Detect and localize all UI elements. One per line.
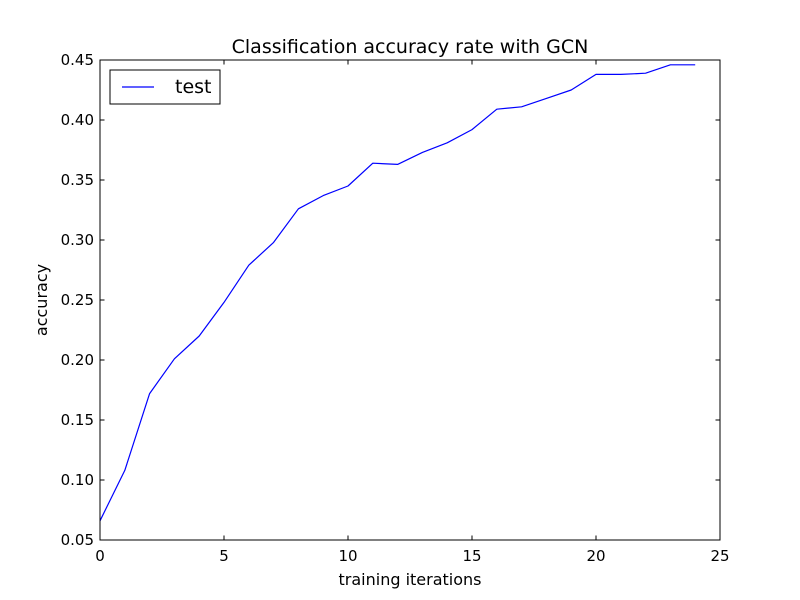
y-tick-label: 0.30	[61, 231, 94, 249]
series-line-test	[99, 64, 696, 522]
y-tick-label: 0.25	[61, 291, 94, 309]
legend-label-test: test	[175, 76, 212, 98]
y-tick-label: 0.40	[61, 111, 94, 129]
y-tick-label: 0.45	[61, 51, 94, 69]
y-tick-label: 0.35	[61, 171, 94, 189]
plot-frame	[99, 59, 721, 541]
chart-title: Classification accuracy rate with GCN	[232, 36, 589, 58]
y-tick-label: 0.10	[61, 471, 94, 489]
y-tick-label: 0.05	[61, 531, 94, 549]
x-tick-label: 15	[462, 547, 481, 565]
y-axis-label: accuracy	[32, 264, 51, 336]
y-tick-label: 0.20	[61, 351, 94, 369]
y-tick-label: 0.15	[61, 411, 94, 429]
legend: test	[109, 69, 221, 105]
x-axis-label: training iterations	[339, 570, 482, 589]
x-tick-label: 10	[338, 547, 357, 565]
x-tick-label: 0	[95, 547, 105, 565]
x-tick-label: 20	[586, 547, 605, 565]
plot-area: 0 5 10 15 20 25 0.05 0.10 0.15 0.20 0.25 0.30 0.35 0.…	[61, 51, 730, 565]
x-tick-label: 5	[219, 547, 229, 565]
x-tick-label: 25	[710, 547, 729, 565]
